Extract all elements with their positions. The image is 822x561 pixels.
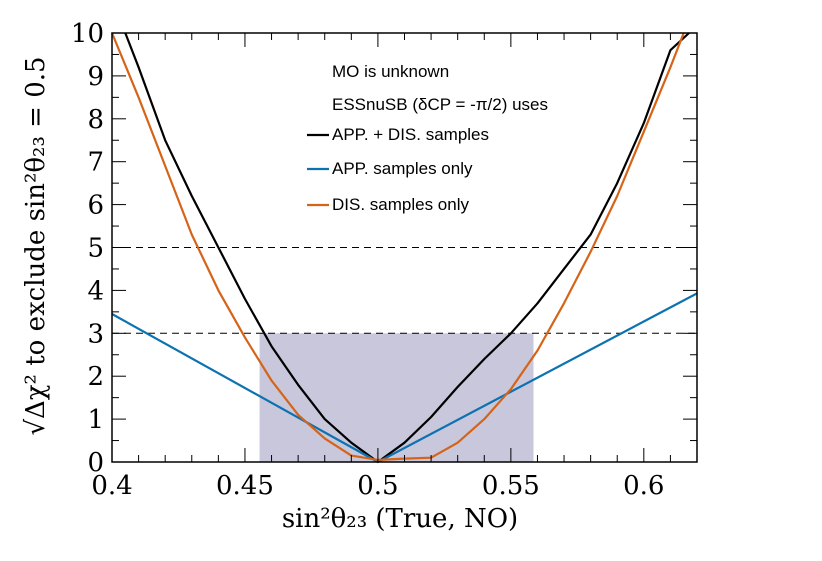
x-tick-label: 0.6 (623, 471, 664, 501)
x-tick-label: 0.55 (482, 471, 540, 501)
y-tick-label: 5 (87, 234, 104, 264)
y-tick-label: 7 (87, 148, 104, 178)
legend-label-3: DIS. samples only (332, 195, 469, 214)
y-tick-label: 1 (87, 405, 104, 435)
annotation-mo-unknown: MO is unknown (332, 62, 449, 81)
x-tick-label: 0.4 (91, 471, 132, 501)
y-tick-label: 6 (87, 191, 104, 221)
series-line-1 (124, 32, 690, 464)
x-tick-label: 0.45 (216, 471, 274, 501)
y-tick-label: 4 (87, 276, 104, 306)
x-axis-title: sin²θ₂₃ (True, NO) (282, 504, 518, 534)
x-tick-label: 0.5 (357, 471, 398, 501)
annotation-essnusb: ESSnuSB (δCP = -π/2) uses (332, 95, 548, 114)
legend-label-2: APP. samples only (332, 159, 473, 178)
y-tick-label: 9 (87, 62, 104, 92)
y-tick-label: 0 (87, 448, 104, 478)
y-tick-label: 8 (87, 105, 104, 135)
y-tick-label: 10 (71, 19, 104, 49)
y-tick-label: 3 (87, 319, 104, 349)
y-tick-label: 2 (87, 362, 104, 392)
legend-label-1: APP. + DIS. samples (332, 125, 489, 144)
y-axis-title: √Δχ² to exclude sin²θ₂₃ = 0.5 (21, 56, 51, 435)
